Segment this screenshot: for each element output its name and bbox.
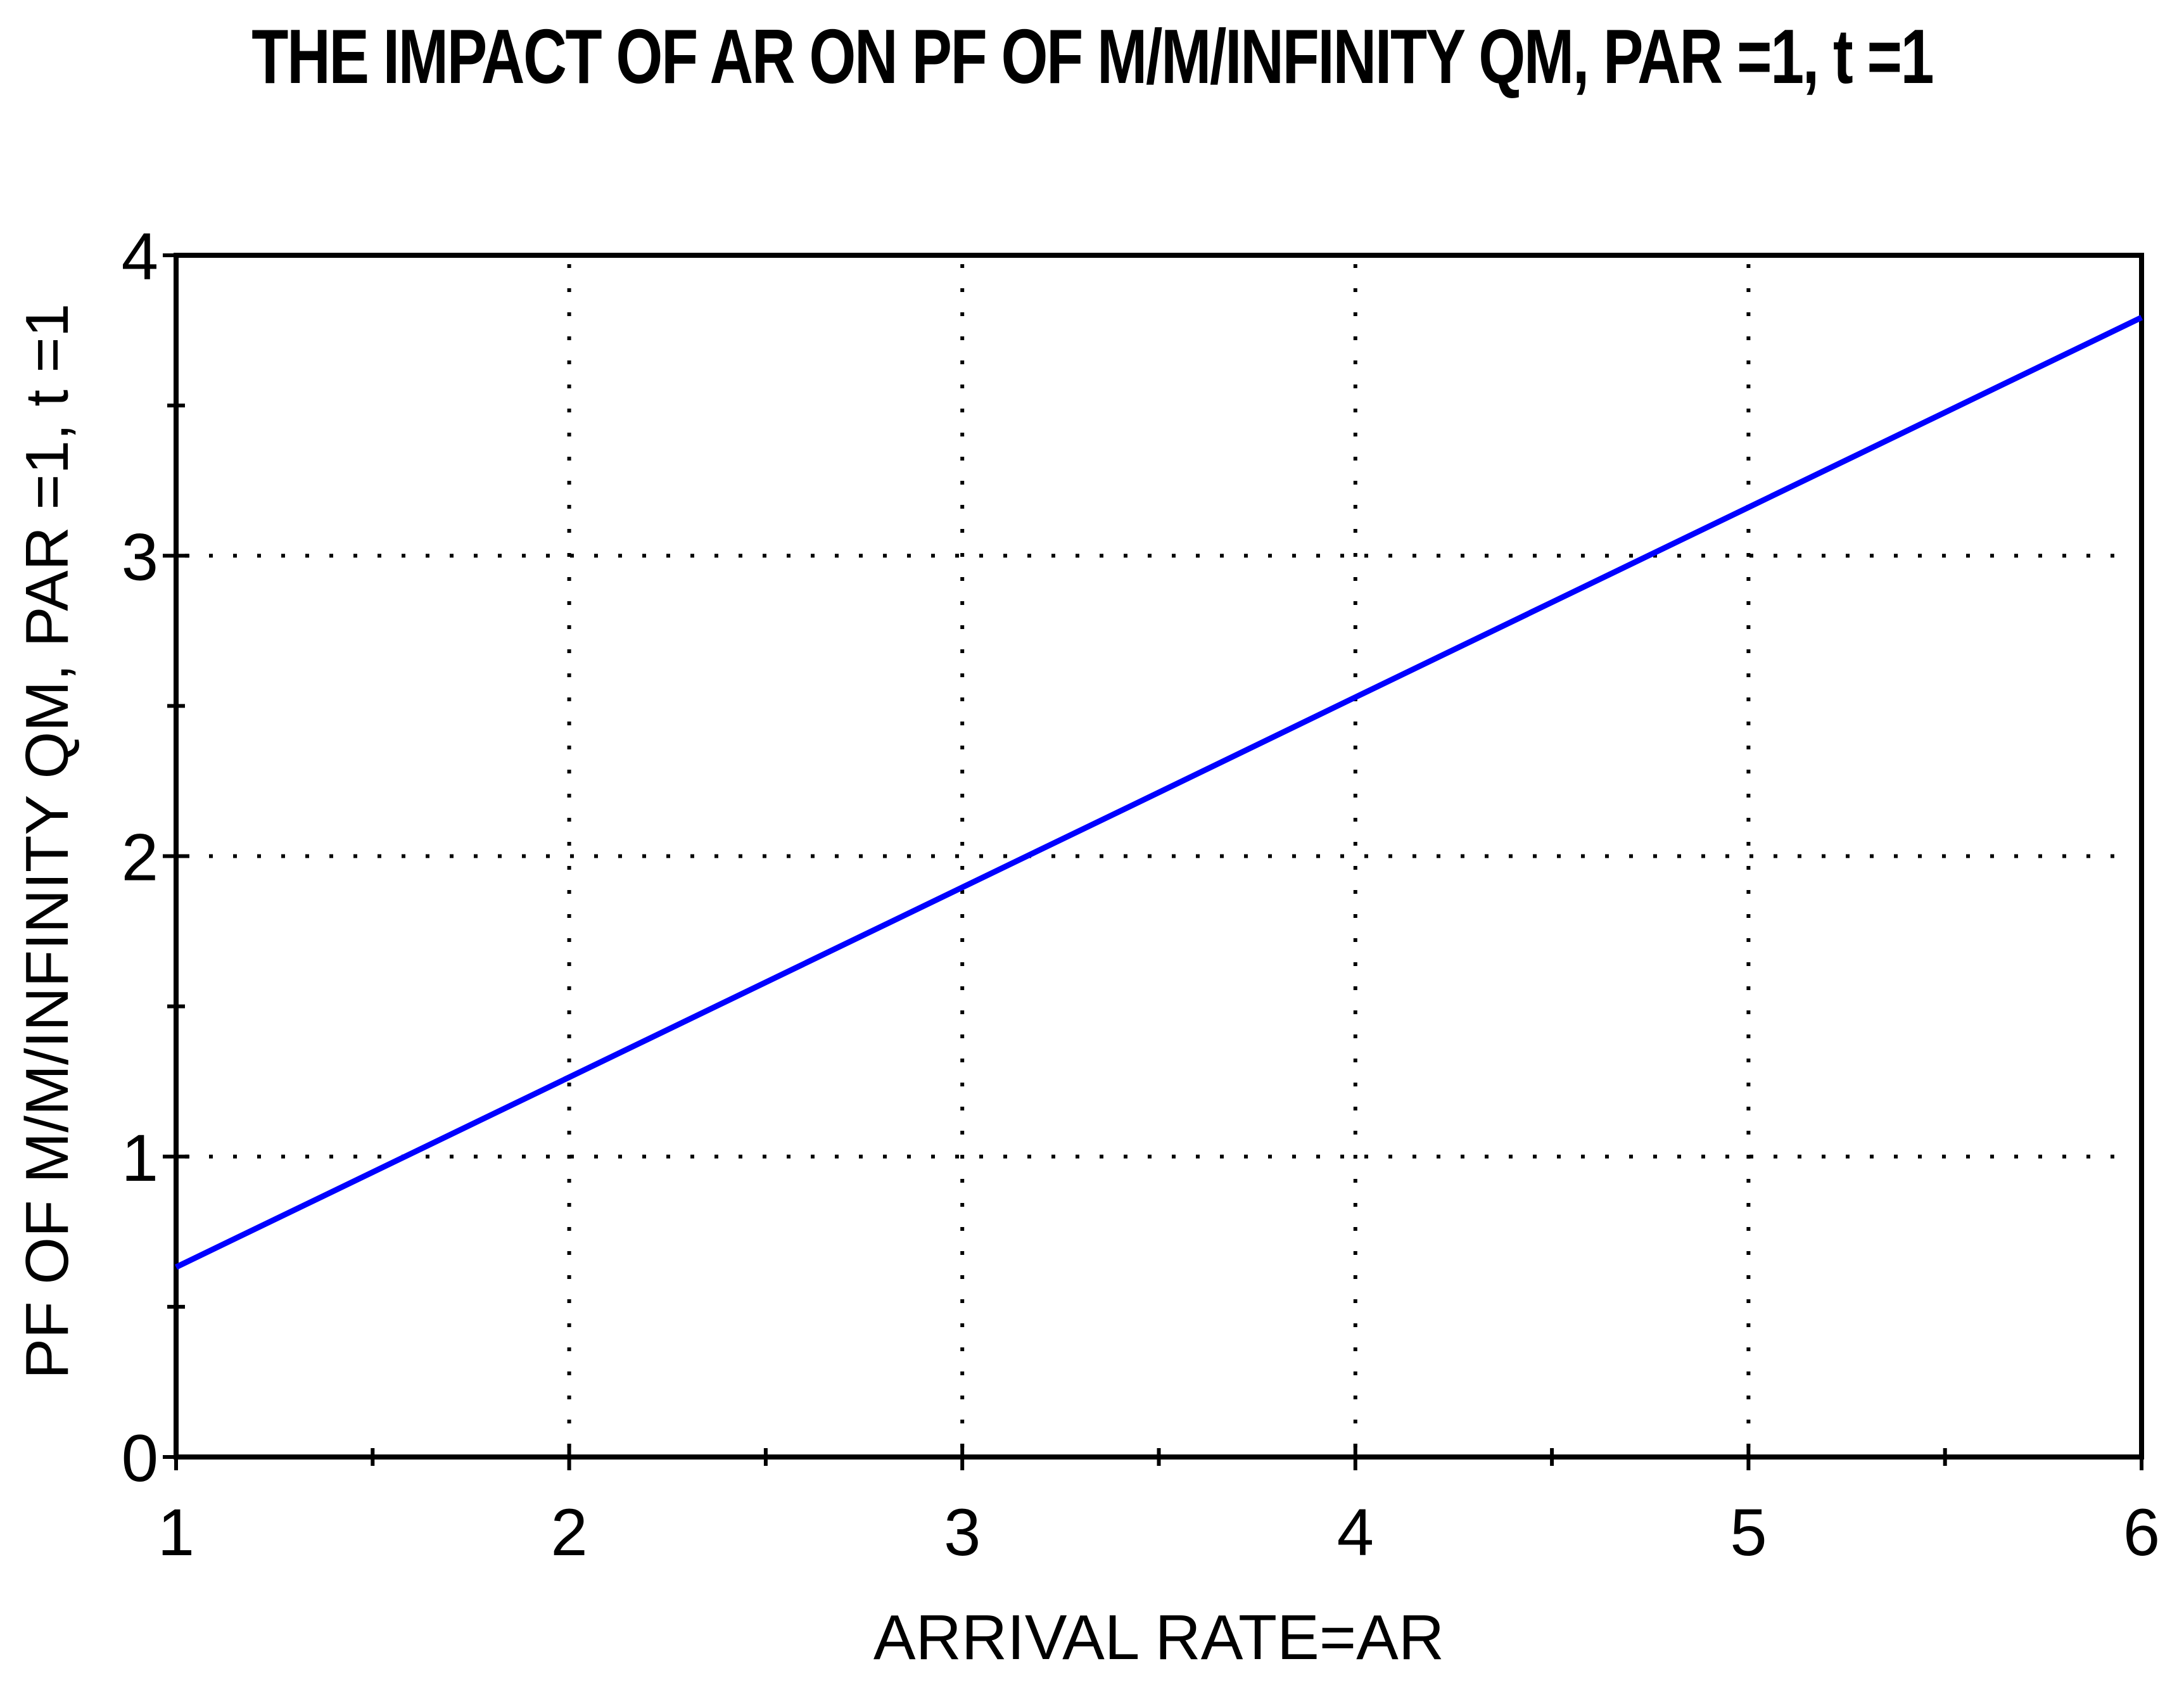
x-tick-label: 5 [1730, 1496, 1767, 1570]
x-axis-label: ARRIVAL RATE=AR [873, 1602, 1445, 1673]
data-line [175, 315, 2143, 1270]
y-tick-label: 3 [122, 520, 158, 594]
y-tick-label: 1 [122, 1121, 158, 1195]
tick-marks [163, 253, 2143, 1470]
y-axis-label-text: PF OF M/M/INFINITY QM, PAR =1, t =1 [13, 303, 81, 1380]
y-tick-label: 0 [122, 1422, 158, 1496]
chart-title-text: THE IMPACT OF AR ON PF OF M/M/INFINITY Q… [251, 13, 1934, 99]
x-tick-label: 1 [158, 1496, 194, 1570]
chart-title: THE IMPACT OF AR ON PF OF M/M/INFINITY Q… [0, 18, 2184, 100]
x-tick-label: 2 [550, 1496, 587, 1570]
y-tick-label: 4 [122, 220, 158, 294]
y-tick-label: 2 [122, 821, 158, 895]
x-tick-labels: 1 2 3 4 5 6 [158, 1496, 2160, 1570]
x-tick-label: 4 [1337, 1496, 1374, 1570]
y-tick-labels: 0 1 2 3 4 [122, 220, 158, 1496]
plot-border [174, 253, 2144, 1460]
x-tick-label: 3 [944, 1496, 981, 1570]
x-tick-label: 6 [2123, 1496, 2160, 1570]
gridlines [185, 264, 2133, 1448]
